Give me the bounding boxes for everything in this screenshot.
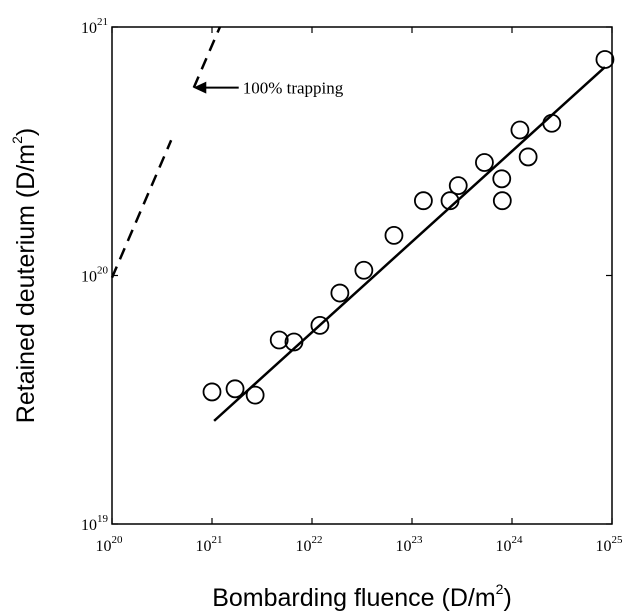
plot-frame [111, 26, 613, 525]
data-point [284, 332, 304, 352]
y-axis-label: Retained deuterium (D/m2) [9, 128, 40, 423]
fit-line [213, 66, 606, 422]
data-point [245, 385, 265, 405]
trapping-line-upper [192, 26, 222, 89]
x-tick-label: 1021 [196, 534, 223, 555]
x-tick-label: 1024 [496, 534, 524, 555]
x-tick-label: 1025 [596, 534, 624, 555]
data-point [225, 379, 245, 399]
data-point [354, 260, 374, 280]
data-point [440, 191, 460, 211]
x-tick-label: 1020 [96, 534, 124, 555]
x-tick-label: 1023 [396, 534, 424, 555]
annotation-100-trapping: 100% trapping [243, 79, 344, 98]
data-point [384, 226, 404, 245]
data-point [310, 315, 330, 335]
data-point [595, 50, 615, 69]
data-point [269, 330, 289, 350]
data-point [413, 191, 433, 211]
data-point [518, 147, 538, 167]
data-point [510, 120, 530, 140]
data-point [202, 382, 222, 402]
data-point [330, 283, 350, 303]
x-axis-label: Bombarding fluence (D/m2) [212, 581, 512, 612]
x-tick-label: 1022 [296, 534, 323, 555]
y-tick-label: 1021 [81, 16, 108, 37]
data-point [492, 169, 512, 189]
data-point [492, 191, 512, 211]
data-point [542, 113, 562, 133]
data-point [475, 153, 494, 172]
data-point [448, 176, 468, 196]
y-tick-label: 1020 [81, 265, 109, 286]
trapping-line-lower [110, 139, 173, 279]
y-tick-label: 1019 [81, 513, 109, 534]
annotation-arrow-head [193, 81, 207, 94]
